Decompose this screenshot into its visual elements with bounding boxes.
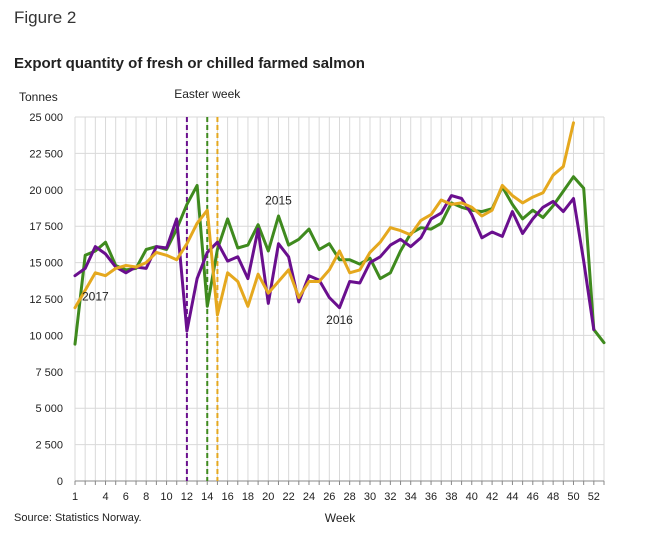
series-line-2016 [73, 194, 596, 333]
x-tick-label: 38 [445, 491, 457, 503]
x-tick-label: 10 [160, 491, 172, 503]
y-tick-label: 17 500 [29, 221, 63, 233]
y-tick-label: 20 000 [29, 185, 63, 197]
x-tick-label: 36 [425, 491, 437, 503]
series-lines [73, 121, 606, 346]
x-tick-label: 12 [181, 491, 193, 503]
x-tick-label: 22 [283, 491, 295, 503]
x-tick-label: 34 [405, 491, 417, 503]
y-tick-label: 10 000 [29, 330, 63, 342]
x-tick-label: 1 [72, 491, 78, 503]
x-tick-label: 48 [547, 491, 559, 503]
x-tick-label: 26 [323, 491, 335, 503]
y-tick-label: 2 500 [35, 440, 63, 452]
chart-axes [74, 480, 605, 485]
figure-label: Figure 2 [14, 8, 77, 27]
source-note: Source: Statistics Norway. [14, 512, 142, 524]
x-tick-label: 28 [344, 491, 356, 503]
easter-week-markers [185, 117, 219, 481]
x-tick-label: 20 [262, 491, 274, 503]
y-tick-label: 25 000 [29, 112, 63, 124]
x-axis-title: Week [325, 511, 356, 525]
annotation-label: Easter week [174, 87, 241, 101]
x-tick-label: 32 [384, 491, 396, 503]
chart-title: Export quantity of fresh or chilled farm… [14, 55, 365, 72]
x-tick-label: 6 [123, 491, 129, 503]
annotation-label: 2017 [82, 289, 109, 303]
x-tick-label: 42 [486, 491, 498, 503]
x-tick-label: 52 [588, 491, 600, 503]
annotation-label: 2016 [326, 313, 353, 327]
x-tick-label: 50 [567, 491, 579, 503]
series-line-2017 [73, 121, 575, 317]
y-tick-label: 12 500 [29, 294, 63, 306]
x-tick-label: 14 [201, 491, 213, 503]
x-tick-label: 46 [527, 491, 539, 503]
x-tick-labels: 1 4 6 8 10 12 14 16 18 20 22 24 26 28 30 32 34 36 38 40 42 44… [72, 491, 600, 503]
annotation-label: 2015 [265, 193, 292, 207]
y-tick-label: 0 [57, 476, 63, 488]
chart-annotations: Easter week 2015 2017 2016 [82, 87, 353, 327]
x-tick-label: 30 [364, 491, 376, 503]
y-tick-labels: 0 2 500 5 000 7 500 10 000 12 500 15 000 17 500… [29, 112, 63, 488]
y-tick-label: 22 500 [29, 148, 63, 160]
x-tick-label: 4 [102, 491, 108, 503]
x-tick-label: 44 [506, 491, 518, 503]
y-tick-label: 7 500 [35, 367, 63, 379]
chart-grid [74, 116, 605, 482]
y-axis-title: Tonnes [19, 90, 58, 104]
x-tick-label: 24 [303, 491, 315, 503]
x-tick-label: 18 [242, 491, 254, 503]
y-tick-label: 15 000 [29, 258, 63, 270]
x-tick-label: 8 [143, 491, 149, 503]
x-tick-label: 16 [221, 491, 233, 503]
x-tick-label: 40 [466, 491, 478, 503]
y-tick-label: 5 000 [35, 403, 63, 415]
